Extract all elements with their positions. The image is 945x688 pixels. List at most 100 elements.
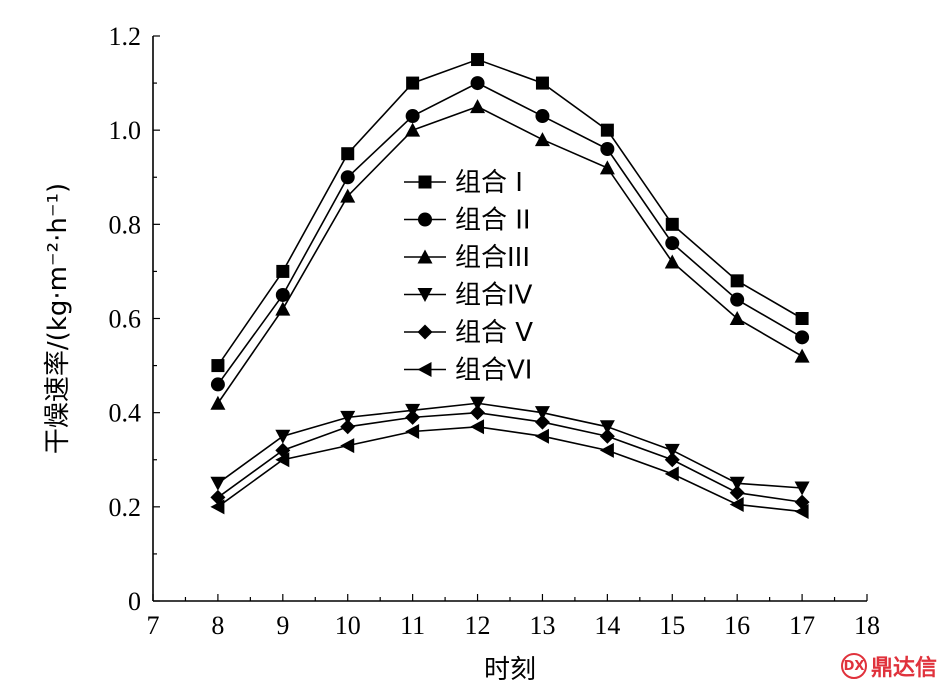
- legend-marker-1: [418, 175, 432, 189]
- y-tick-label: 0: [128, 587, 141, 616]
- series-line-5: [217, 411, 803, 503]
- data-point-series-2: [665, 236, 680, 251]
- x-tick-label: 16: [724, 611, 750, 640]
- data-point-series-5: [534, 414, 550, 430]
- x-tick-label: 10: [335, 611, 361, 640]
- data-point-series-6: [340, 438, 355, 454]
- data-point-series-6: [275, 452, 290, 468]
- data-point-series-3: [534, 132, 550, 147]
- axes: 7 8 9 10 11 12 13 14 15 16 17 18 0 0.2 0.4 0.6 0.8 1.0 1.2: [109, 22, 881, 640]
- data-point-series-2: [730, 292, 745, 307]
- data-point-series-1: [406, 76, 420, 90]
- data-point-series-6: [470, 419, 485, 435]
- legend-marker-6: [417, 362, 432, 377]
- y-tick-label: 1.0: [109, 116, 142, 145]
- data-point-series-1: [665, 217, 679, 231]
- data-point-series-5: [729, 485, 745, 501]
- legend-label-2: 组合 II: [455, 206, 531, 236]
- data-point-series-6: [794, 504, 809, 520]
- data-point-series-4: [534, 406, 550, 421]
- data-point-series-3: [470, 99, 486, 114]
- data-point-series-5: [664, 452, 680, 468]
- series-line-4: [217, 402, 803, 489]
- legend-label-1: 组合 I: [455, 168, 523, 198]
- data-point-series-1: [795, 312, 809, 325]
- x-tick-label: 18: [854, 611, 880, 640]
- y-tick-label: 1.2: [109, 22, 142, 51]
- data-point-series-4: [470, 396, 486, 411]
- data-point-series-6: [534, 428, 549, 444]
- data-point-series-1: [535, 76, 549, 90]
- data-point-series-6: [729, 496, 744, 512]
- data-point-series-3: [729, 311, 745, 325]
- y-tick-label: 0.4: [109, 399, 142, 428]
- legend: 组合 I 组合 II 组合III 组合IV 组合 V 组合VI: [404, 168, 533, 386]
- data-point-series-3: [794, 348, 810, 363]
- x-tick-label: 12: [465, 611, 491, 640]
- series-markers: [210, 53, 810, 520]
- data-point-series-2: [210, 377, 225, 392]
- data-point-series-3: [210, 395, 226, 410]
- data-point-series-2: [535, 109, 550, 124]
- y-axis-title: 干燥速率/(kg·m⁻²·h⁻¹): [43, 183, 73, 454]
- data-point-series-2: [470, 76, 485, 91]
- data-point-series-6: [210, 499, 225, 515]
- series-line-2: [217, 82, 803, 385]
- x-tick-label: 7: [147, 611, 160, 640]
- data-point-series-3: [599, 160, 615, 175]
- data-point-series-1: [600, 123, 614, 137]
- legend-marker-5: [417, 324, 433, 340]
- data-point-series-3: [664, 254, 680, 269]
- data-point-series-2: [405, 109, 420, 124]
- x-tick-label: 13: [529, 611, 555, 640]
- data-point-series-4: [275, 429, 291, 444]
- y-tick-label: 0.2: [109, 493, 142, 522]
- data-point-series-6: [405, 424, 420, 439]
- watermark-logo-icon: DX: [840, 653, 867, 679]
- data-point-series-2: [275, 287, 290, 302]
- legend-marker-2: [418, 212, 432, 227]
- data-point-series-5: [599, 428, 615, 444]
- data-point-series-1: [211, 359, 225, 373]
- data-point-series-1: [730, 274, 744, 288]
- data-point-series-1: [471, 53, 485, 67]
- watermark: DX 鼎达信: [840, 650, 937, 682]
- data-point-series-2: [600, 142, 615, 156]
- data-point-series-2: [795, 330, 810, 345]
- series-line-6: [217, 425, 803, 513]
- data-point-series-5: [405, 409, 421, 425]
- x-tick-label: 15: [659, 611, 685, 640]
- watermark-text: 鼎达信: [870, 656, 937, 681]
- y-tick-label: 0.6: [109, 305, 142, 334]
- data-point-series-1: [276, 264, 290, 278]
- legend-label-6: 组合VI: [455, 356, 532, 386]
- series-line-3: [217, 105, 803, 404]
- data-point-series-6: [599, 442, 614, 458]
- legend-marker-4: [417, 288, 433, 302]
- series-lines: [217, 58, 803, 513]
- data-point-series-3: [340, 188, 356, 203]
- data-point-series-2: [340, 170, 355, 185]
- legend-label-3: 组合III: [455, 243, 530, 273]
- y-tick-label: 0.8: [109, 210, 142, 239]
- data-point-series-4: [664, 443, 680, 458]
- data-point-series-5: [470, 405, 486, 421]
- data-point-series-4: [729, 476, 745, 491]
- legend-marker-3: [417, 249, 433, 264]
- legend-label-4: 组合IV: [455, 281, 533, 311]
- legend-label-5: 组合 V: [455, 318, 533, 348]
- data-point-series-3: [405, 122, 421, 137]
- data-point-series-3: [275, 301, 291, 316]
- data-point-series-4: [210, 476, 226, 491]
- data-point-series-1: [341, 147, 355, 161]
- x-tick-label: 14: [594, 611, 620, 640]
- data-point-series-4: [340, 410, 356, 425]
- x-tick-label: 8: [211, 611, 224, 640]
- series-line-1: [217, 58, 803, 367]
- x-axis-title: 时刻: [484, 655, 536, 685]
- x-tick-label: 9: [276, 611, 289, 640]
- x-tick-label: 11: [400, 611, 425, 640]
- data-point-series-5: [340, 419, 356, 435]
- data-point-series-6: [664, 466, 679, 482]
